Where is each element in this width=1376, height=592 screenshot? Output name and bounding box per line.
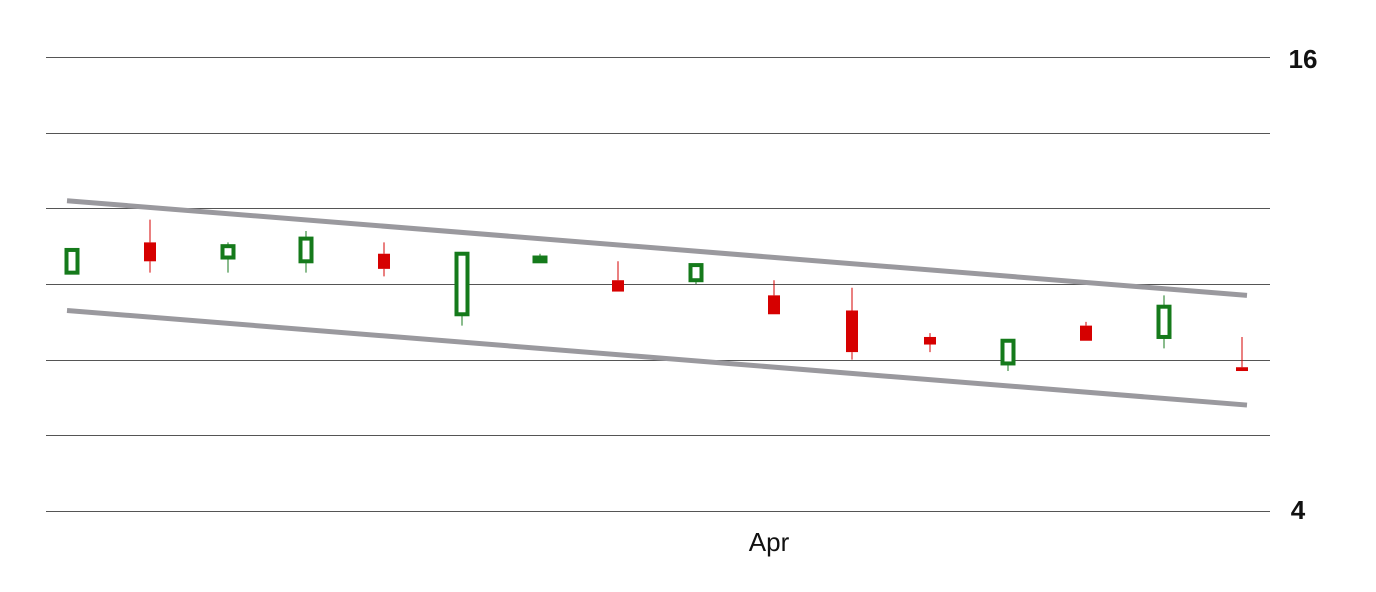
candle (924, 333, 936, 353)
candle (532, 253, 548, 264)
candle (1080, 321, 1092, 341)
candle (220, 242, 236, 273)
candle-body (768, 295, 780, 315)
candle-body (144, 242, 156, 262)
candle-body (846, 310, 858, 353)
candle-body (1156, 304, 1172, 339)
candle (688, 263, 704, 284)
candle (846, 287, 858, 360)
candle (298, 231, 314, 273)
x-tick-label: Apr (749, 527, 790, 557)
candle-body (454, 251, 470, 317)
candle (1236, 336, 1248, 372)
candle (144, 219, 156, 273)
candle (454, 251, 470, 326)
candle-body (612, 280, 624, 292)
candle-body (64, 247, 80, 275)
trendline-layer (66, 198, 1248, 408)
grid-layer (46, 57, 1270, 512)
y-tick-label: 4 (1291, 495, 1306, 525)
candle-body (924, 336, 936, 345)
trendline-lower (66, 307, 1248, 408)
trendline-upper (66, 198, 1248, 298)
candle-body (378, 253, 390, 269)
candle-body (688, 263, 704, 283)
candle (64, 247, 80, 275)
candle (612, 261, 624, 292)
candle (378, 242, 390, 277)
candle-body (220, 244, 236, 260)
candle-body (1000, 338, 1016, 366)
candle (1156, 295, 1172, 349)
candle-body (298, 236, 314, 264)
candle-layer (64, 219, 1248, 372)
candle-body (532, 255, 548, 264)
y-tick-label: 16 (1289, 44, 1318, 74)
candle (768, 280, 780, 315)
candle (1000, 338, 1016, 372)
candle-body (1080, 325, 1092, 341)
candle-body (1236, 367, 1248, 372)
axis-label-layer: 16 4 Apr (749, 44, 1318, 557)
